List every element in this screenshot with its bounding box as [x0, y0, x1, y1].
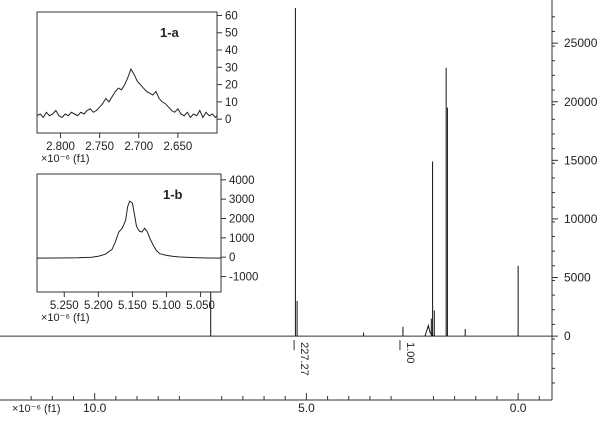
y-tick-label: 0	[564, 329, 571, 343]
inset-y-tick-label: 50	[225, 28, 238, 40]
inset-x-tick-label: 2.700	[124, 141, 153, 153]
inset-y-tick-label: 0	[225, 114, 231, 126]
inset-x-tick-label: 5.150	[118, 300, 147, 312]
integration-label: 1.00	[404, 342, 416, 363]
inset-title: 1-a	[160, 25, 180, 40]
integration-label: 227.27	[298, 342, 310, 376]
inset-y-tick-label: 1000	[229, 233, 255, 245]
y-tick-label: 15000	[564, 153, 598, 167]
inset-y-tick-label: 10	[225, 97, 238, 109]
inset-x-tick-label: 5.050	[186, 300, 215, 312]
y-tick-label: 10000	[564, 212, 598, 226]
inset-x-tick-label: 2.750	[85, 141, 114, 153]
inset-x-tick-label: 5.100	[152, 300, 181, 312]
inset-y-tick-label: 4000	[229, 175, 255, 187]
inset-trace	[36, 67, 218, 119]
x-tick-label: 10.0	[83, 401, 107, 415]
inset-x-axis-label: ×10⁻⁶ (f1)	[41, 312, 90, 324]
inset-y-tick-label: 20	[225, 80, 238, 92]
inset-1b: -1000 0 1000 2000 3000 4000 5.250 5.200 5.150 5.1…	[36, 173, 258, 324]
inset-y-tick-label: 40	[225, 45, 238, 57]
inset-y-tick-label: 30	[225, 62, 238, 74]
inset-x-axis-label: ×10⁻⁶ (f1)	[41, 153, 90, 165]
inset-x-tick-label: 5.200	[84, 300, 113, 312]
inset-title: 1-b	[163, 187, 183, 202]
x-tick-label: 5.0	[298, 401, 315, 415]
inset-1a: 0 10 20 30 40 50 60 2.800 2.750 2.700 2.650 ×10⁻⁶ (…	[36, 10, 238, 165]
inset-x-tick-label: 5.250	[50, 300, 79, 312]
inset-y-tick-label: 0	[229, 252, 235, 264]
inset-y-tick-label: 3000	[229, 194, 255, 206]
x-tick-label: 0.0	[510, 401, 527, 415]
inset-x-tick-label: 2.800	[46, 141, 75, 153]
inset-x-tick-label: 2.650	[163, 141, 192, 153]
y-tick-label: 5000	[564, 271, 591, 285]
x-axis-label: ×10⁻⁶ (f1)	[12, 403, 61, 415]
inset-y-tick-label: -1000	[229, 272, 258, 284]
inset-y-tick-label: 60	[225, 10, 238, 22]
y-tick-label: 20000	[564, 95, 598, 109]
y-tick-label: 25000	[564, 36, 598, 50]
peak-cluster	[424, 323, 434, 337]
inset-frame	[36, 173, 222, 293]
inset-trace	[36, 200, 222, 259]
inset-y-tick-label: 2000	[229, 213, 255, 225]
